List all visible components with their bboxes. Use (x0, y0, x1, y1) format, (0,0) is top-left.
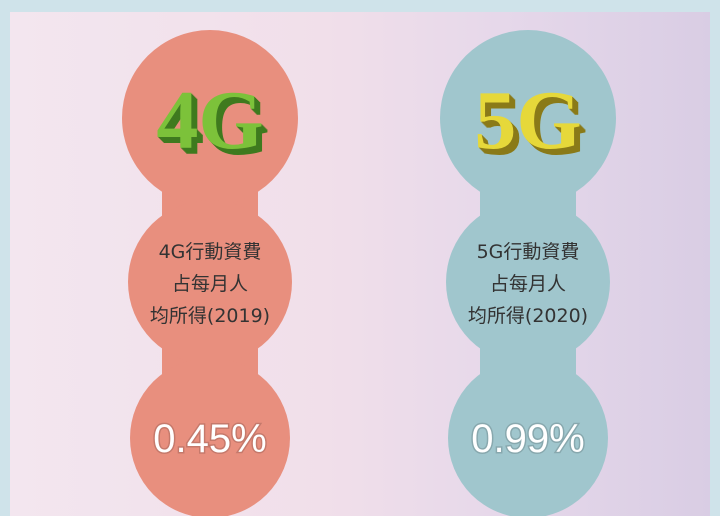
badge-shadow: 4G (161, 79, 268, 172)
badge-shadow: 4G (160, 78, 267, 171)
top-bubble (122, 30, 298, 206)
top-bubble (440, 30, 616, 206)
middle-bubble (446, 200, 610, 364)
badge-shadow: 5G (476, 76, 583, 169)
badge: 5G (474, 74, 581, 167)
badge-shadow: 4G (157, 75, 264, 168)
badge-shadow: 4G (162, 80, 269, 173)
badge-shadow: 5G (479, 79, 586, 172)
label-line: 占每月人 (172, 273, 248, 295)
value: 0.99% (471, 417, 584, 461)
badge-shadow: 4G (158, 76, 265, 169)
label-line: 4G行動資費 (159, 241, 262, 263)
badge: 4G (156, 74, 263, 167)
label-line: 占每月人 (490, 273, 566, 295)
middle-bubble (128, 200, 292, 364)
bottom-bubble (130, 358, 290, 516)
bottom-bubble (448, 358, 608, 516)
badge-shadow: 5G (477, 77, 584, 170)
badge-shadow: 5G (478, 78, 585, 171)
badge-shadow: 5G (475, 75, 582, 168)
badge-shadow: 5G (480, 80, 587, 173)
label-line: 均所得(2020) (468, 305, 588, 327)
value: 0.45% (153, 417, 266, 461)
label-line: 均所得(2019) (150, 305, 270, 327)
label-line: 5G行動資費 (477, 241, 580, 263)
badge-shadow: 4G (159, 77, 266, 170)
